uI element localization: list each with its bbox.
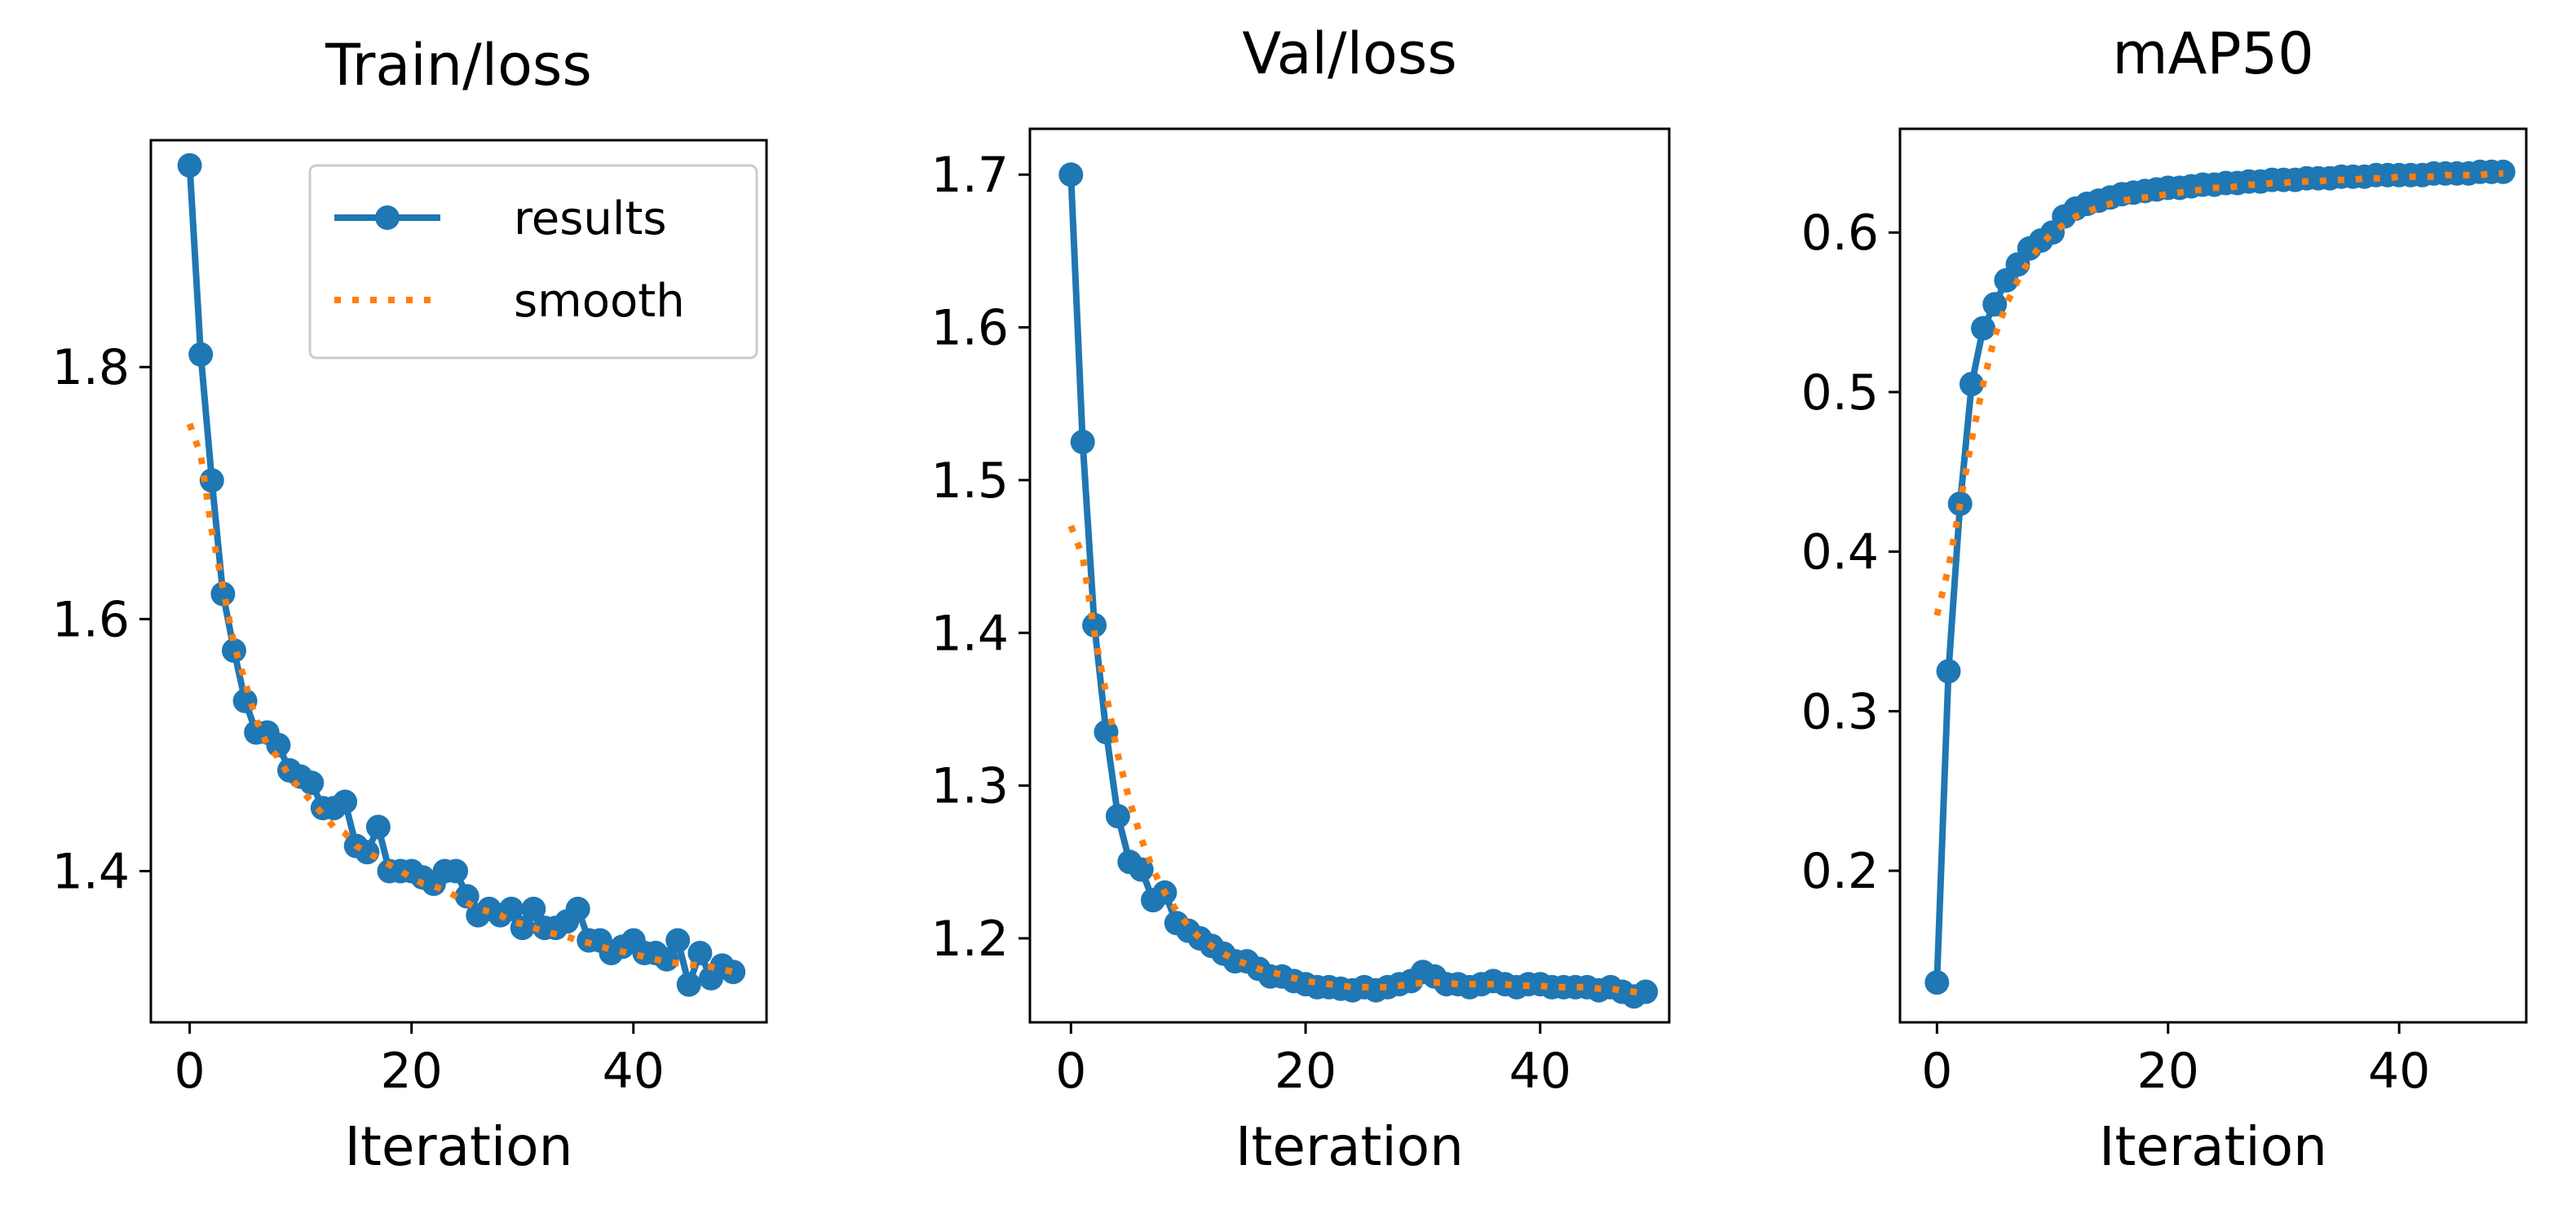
x-tick-label: 40 (2368, 1043, 2430, 1100)
legend-label-results: results (514, 192, 667, 245)
y-tick-label: 1.8 (52, 339, 130, 396)
y-tick-label: 1.4 (931, 605, 1009, 662)
data-point (365, 814, 391, 840)
x-axis-label: Iteration (345, 1115, 573, 1178)
data-point (222, 638, 246, 663)
data-point (199, 468, 224, 493)
data-point (1924, 970, 1950, 995)
x-tick-label: 0 (1921, 1043, 1952, 1100)
x-tick-label: 20 (381, 1043, 443, 1100)
data-point (1082, 612, 1107, 638)
y-tick-label: 1.7 (931, 147, 1009, 204)
data-point (1105, 804, 1130, 829)
x-axis-label: Iteration (1235, 1115, 1464, 1178)
y-tick-label: 0.3 (1801, 683, 1879, 740)
x-tick-label: 0 (1055, 1043, 1086, 1100)
data-point (676, 972, 701, 997)
x-axis-label: Iteration (2099, 1115, 2327, 1178)
y-tick-label: 0.4 (1801, 524, 1879, 581)
data-point (266, 732, 291, 757)
legend-box (308, 164, 758, 360)
plot-area (1924, 159, 2516, 995)
chart-title: mAP50 (2112, 20, 2313, 87)
data-point (1971, 316, 1995, 341)
data-point (1959, 372, 1984, 397)
y-tick-label: 1.6 (52, 591, 130, 648)
data-point (687, 941, 713, 965)
legend-marker-results (375, 205, 400, 230)
y-tick-label: 0.5 (1801, 364, 1879, 421)
chart-panel-3: mAP50 0 20 40 0.2 0.3 0.4 0.5 0.6 Iteration (1801, 20, 2528, 1178)
legend: results smooth (308, 164, 758, 360)
data-point (1070, 430, 1095, 455)
legend-label-smooth: smooth (514, 275, 685, 328)
x-tick-label: 20 (1275, 1043, 1337, 1100)
chart-title: Train/loss (325, 32, 592, 99)
data-point (299, 770, 325, 796)
y-tick-label: 1.2 (931, 911, 1009, 968)
plot-frame (149, 139, 768, 1024)
x-tick-label: 0 (175, 1043, 205, 1100)
data-point (444, 858, 469, 884)
chart-title: Val/loss (1242, 20, 1457, 87)
data-point (1058, 162, 1084, 188)
x-tick-label: 20 (2137, 1043, 2199, 1100)
series-line-smooth (186, 422, 735, 976)
y-tick-label: 1.4 (52, 844, 130, 901)
data-point (188, 342, 214, 367)
data-point (665, 928, 691, 953)
data-point (521, 896, 546, 921)
x-tick-label: 40 (603, 1043, 665, 1100)
data-point (1633, 979, 1659, 1004)
data-point (177, 152, 202, 178)
plot-area (177, 152, 746, 997)
chart-panel-2: Val/loss 0 20 40 1.2 1.3 1.4 1.5 1.6 1.7 Iteration (931, 20, 1671, 1178)
plot-frame (1028, 127, 1671, 1024)
y-tick-label: 1.5 (931, 452, 1009, 510)
y-tick-label: 0.6 (1801, 205, 1879, 262)
data-point (721, 960, 746, 985)
data-point (333, 789, 358, 814)
data-point (565, 896, 590, 921)
plot-area (1058, 162, 1659, 1009)
y-tick-label: 0.2 (1801, 843, 1879, 900)
x-tick-label: 40 (1509, 1043, 1571, 1100)
data-point (1936, 659, 1961, 684)
data-point (1982, 292, 2008, 317)
data-point (210, 581, 236, 607)
plot-frame (1898, 127, 2528, 1024)
y-tick-label: 1.6 (931, 300, 1009, 357)
y-tick-label: 1.3 (931, 758, 1009, 815)
chart-panel-1: Train/loss 0 20 40 1.4 1.6 1.8 Iteration results… (52, 32, 768, 1178)
